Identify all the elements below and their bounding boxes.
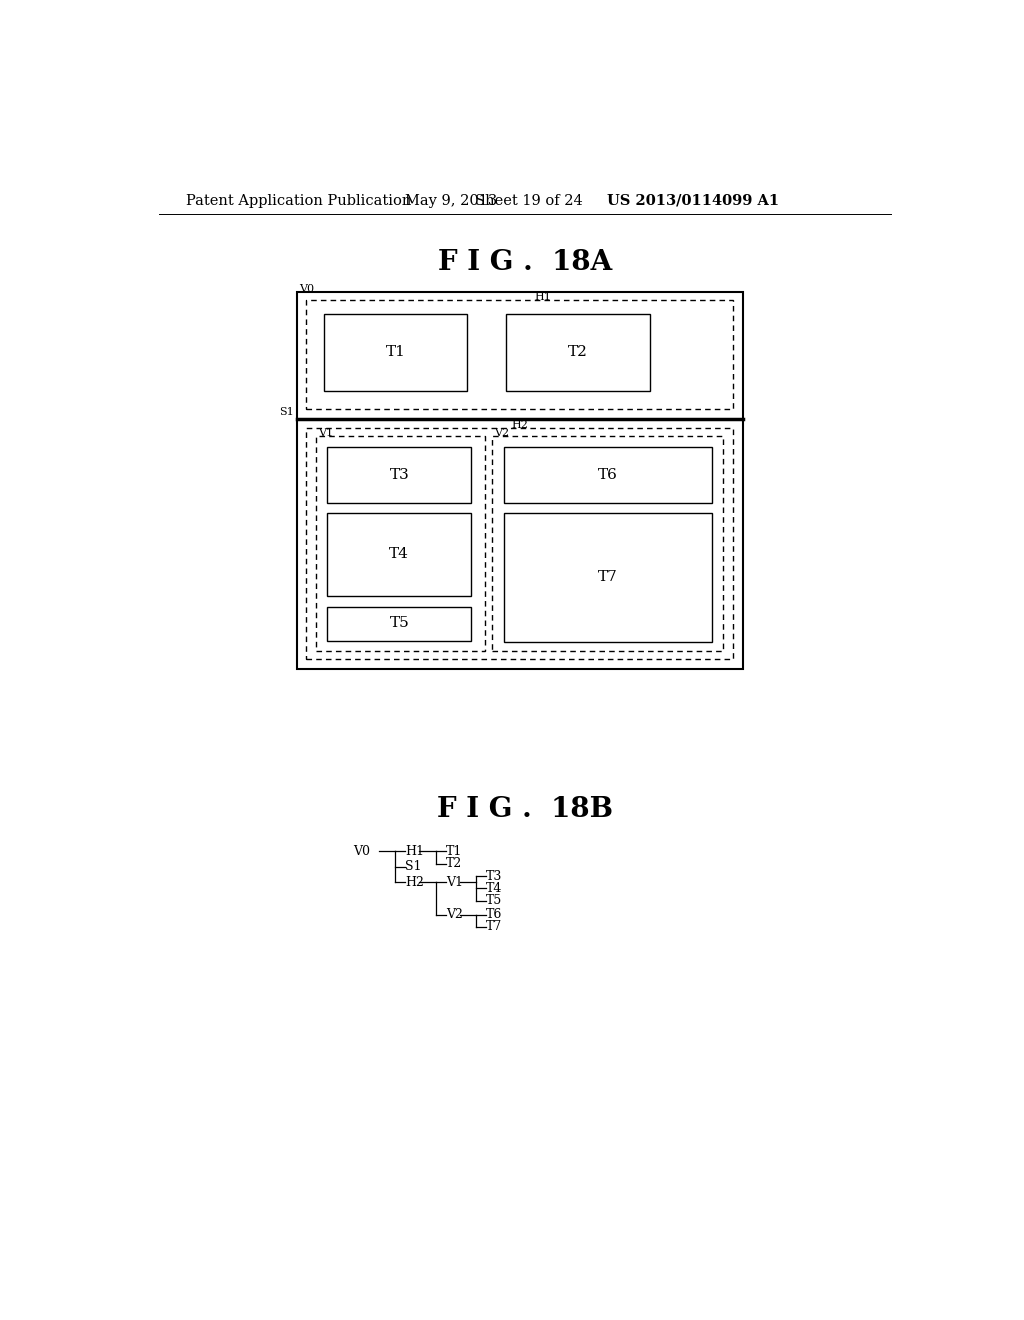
Text: H1: H1 xyxy=(535,293,552,302)
Text: V1: V1 xyxy=(445,875,463,888)
Text: V1: V1 xyxy=(317,428,333,438)
Text: T3: T3 xyxy=(486,870,503,883)
Text: T2: T2 xyxy=(567,346,588,359)
Text: T6: T6 xyxy=(598,467,617,482)
Bar xyxy=(506,314,649,391)
Bar xyxy=(306,428,732,659)
Text: S1: S1 xyxy=(406,861,422,874)
Bar xyxy=(504,512,712,642)
Bar xyxy=(493,436,723,651)
Bar xyxy=(297,292,742,669)
Text: V2: V2 xyxy=(445,908,463,921)
Text: V2: V2 xyxy=(495,428,510,438)
Text: V0: V0 xyxy=(299,284,314,294)
Text: US 2013/0114099 A1: US 2013/0114099 A1 xyxy=(607,194,779,207)
Bar xyxy=(324,314,467,391)
Text: T7: T7 xyxy=(598,570,617,585)
Bar xyxy=(306,300,732,409)
Text: May 9, 2013: May 9, 2013 xyxy=(406,194,498,207)
Text: T1: T1 xyxy=(385,346,406,359)
Text: V0: V0 xyxy=(352,845,370,858)
Bar xyxy=(328,607,471,642)
Text: H2: H2 xyxy=(512,420,528,430)
Text: T5: T5 xyxy=(389,616,410,631)
Bar xyxy=(328,447,471,503)
Text: Patent Application Publication: Patent Application Publication xyxy=(186,194,412,207)
Text: T1: T1 xyxy=(445,845,462,858)
Text: H2: H2 xyxy=(406,875,424,888)
Bar xyxy=(315,436,484,651)
Text: S1: S1 xyxy=(280,407,294,417)
Text: T2: T2 xyxy=(445,857,462,870)
Text: T6: T6 xyxy=(486,908,503,921)
Bar xyxy=(328,512,471,595)
Text: T7: T7 xyxy=(486,920,503,933)
Bar xyxy=(504,447,712,503)
Text: Sheet 19 of 24: Sheet 19 of 24 xyxy=(475,194,583,207)
Text: T4: T4 xyxy=(486,882,503,895)
Text: H1: H1 xyxy=(406,845,425,858)
Text: T3: T3 xyxy=(389,467,410,482)
Text: F I G .  18B: F I G . 18B xyxy=(437,796,612,822)
Text: T4: T4 xyxy=(389,548,410,561)
Text: T5: T5 xyxy=(486,894,503,907)
Text: F I G .  18A: F I G . 18A xyxy=(437,249,612,276)
